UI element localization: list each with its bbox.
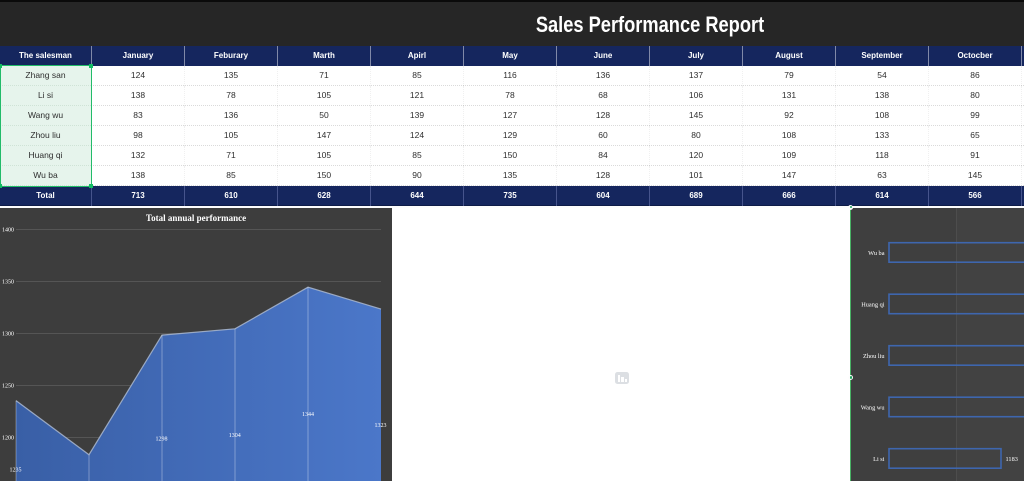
- svg-text:1300: 1300: [2, 332, 14, 338]
- svg-text:Zhou liu: Zhou liu: [863, 353, 885, 360]
- svg-text:1235: 1235: [10, 468, 22, 474]
- svg-text:1323: 1323: [375, 423, 387, 429]
- svg-text:Wang wu: Wang wu: [861, 404, 886, 411]
- svg-text:1400: 1400: [2, 228, 14, 234]
- svg-text:Total annual performance: Total annual performance: [146, 213, 246, 223]
- svg-text:1200: 1200: [2, 436, 14, 442]
- svg-text:1183: 1183: [1006, 456, 1018, 463]
- svg-text:1344: 1344: [302, 412, 314, 418]
- svg-text:1350: 1350: [2, 280, 14, 286]
- svg-text:1304: 1304: [229, 433, 241, 439]
- svg-text:1250: 1250: [2, 384, 14, 390]
- svg-text:Li si: Li si: [873, 456, 885, 463]
- svg-text:1298: 1298: [156, 437, 168, 443]
- svg-text:Wu ba: Wu ba: [868, 250, 885, 257]
- svg-text:Huang qi: Huang qi: [861, 301, 885, 308]
